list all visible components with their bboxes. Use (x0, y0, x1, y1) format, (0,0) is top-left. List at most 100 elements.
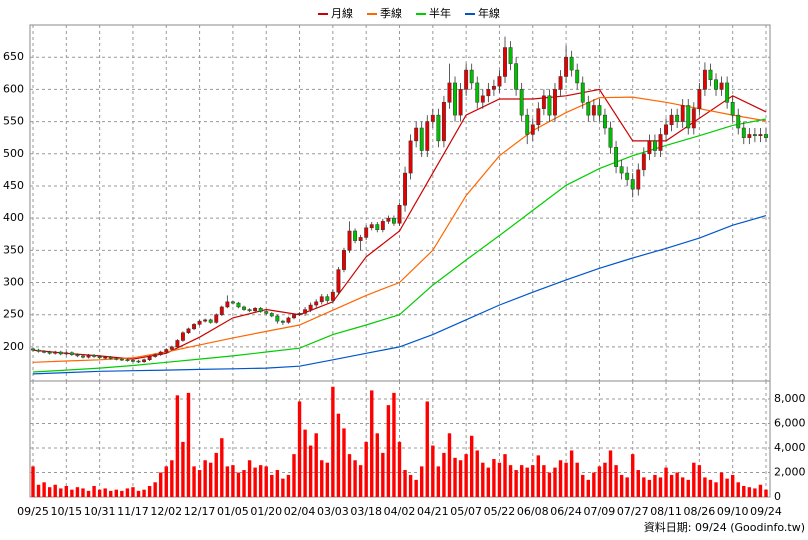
volume-bar (392, 392, 396, 497)
candle-body (86, 354, 91, 358)
volume-bar (514, 470, 518, 497)
volume-bar (575, 462, 579, 497)
volume-bar (669, 474, 674, 497)
candle-body (225, 301, 230, 308)
volume-bar (225, 466, 230, 497)
candle-body (336, 269, 341, 293)
candle-body (641, 153, 646, 171)
volume-bar (569, 450, 574, 497)
volume-bar (431, 445, 435, 497)
candle-body (308, 304, 313, 310)
candle-body (175, 340, 180, 348)
volume-bar (64, 485, 69, 497)
candle-body (441, 102, 446, 142)
candle-body (208, 319, 213, 323)
volume-bar (464, 454, 468, 497)
volume-bar (458, 460, 463, 497)
volume-bar (492, 459, 496, 497)
candle-body (280, 320, 285, 323)
candle-body (575, 69, 580, 84)
candle-body (92, 354, 97, 357)
candle-body (702, 69, 707, 90)
volume-bar (358, 465, 363, 497)
candle-body (580, 82, 585, 103)
volume-bar (170, 460, 174, 497)
volume-bar (625, 477, 629, 497)
candle-body (525, 114, 530, 135)
legend-label: 季線 (380, 6, 402, 20)
candle-body (364, 227, 369, 238)
candle-body (53, 351, 58, 354)
volume-bar (159, 472, 163, 497)
candle-body (419, 127, 424, 151)
volume-bar (286, 474, 291, 497)
volume-bar (403, 470, 407, 497)
volume-bar (475, 450, 479, 497)
candle-body (330, 291, 335, 301)
candle-body (558, 76, 563, 90)
footer: 資料日期: 09/24 (Goodinfo.tw) (644, 520, 805, 534)
legend-label: 半年 (429, 6, 451, 20)
volume-bar (531, 465, 535, 497)
volume-bar (608, 450, 613, 497)
volume-bar (42, 482, 46, 497)
candle-body (358, 237, 363, 241)
candle-body (503, 47, 507, 77)
candle-body (375, 224, 380, 230)
y-tick-label: 200 (3, 340, 24, 353)
candle-body (69, 352, 74, 355)
candle-body (136, 360, 141, 363)
x-tick-label: 01/05 (217, 505, 249, 518)
volume-bar (381, 452, 385, 497)
candle-body (142, 359, 147, 362)
candle-body (430, 114, 435, 122)
candle-body (630, 179, 635, 190)
candle-body (347, 230, 352, 251)
volume-bar (53, 484, 57, 497)
volume-bar (220, 438, 224, 497)
volume-bar (131, 487, 135, 497)
volume-tick-label: 0 (774, 490, 781, 503)
volume-bar (125, 488, 130, 497)
candle-body (586, 102, 591, 116)
candle-body (697, 89, 702, 109)
candle-body (469, 69, 474, 84)
volume-bar (331, 386, 335, 497)
volume-bar (586, 479, 591, 497)
volume-bar (647, 479, 652, 497)
x-tick-label: 07/09 (584, 505, 616, 518)
volume-bar (214, 452, 218, 497)
candle-body (325, 296, 330, 301)
y-tick-label: 450 (3, 179, 24, 192)
candle-body (591, 105, 596, 116)
volume-bar (253, 467, 257, 497)
volume-bar (597, 466, 602, 497)
volume-bar (619, 474, 624, 497)
volume-bar (764, 489, 768, 497)
volume-bar (658, 477, 663, 497)
candle-body (514, 63, 519, 90)
volume-bar (420, 466, 424, 497)
volume-tick-label: 2,000 (774, 466, 806, 479)
volume-bar (136, 490, 141, 497)
candle-body (425, 121, 430, 151)
candle-body (730, 102, 735, 116)
x-tick-label: 03/18 (350, 505, 382, 518)
candle-body (508, 47, 513, 64)
volume-bar (653, 474, 657, 497)
x-tick-label: 08/26 (684, 505, 716, 518)
candle-body (164, 349, 169, 353)
candle-body (447, 82, 452, 103)
candle-body (380, 221, 385, 230)
candle-body (131, 360, 135, 362)
x-tick-label: 05/22 (484, 505, 516, 518)
x-tick-label: 02/04 (284, 505, 316, 518)
volume-bar (70, 489, 74, 497)
candle-body (258, 308, 263, 312)
x-tick-label: 08/11 (650, 505, 682, 518)
candle-body (219, 306, 224, 315)
candle-body (214, 314, 219, 323)
volume-bar (47, 487, 52, 497)
volume-bar (486, 467, 491, 497)
volume-bar (203, 460, 207, 497)
